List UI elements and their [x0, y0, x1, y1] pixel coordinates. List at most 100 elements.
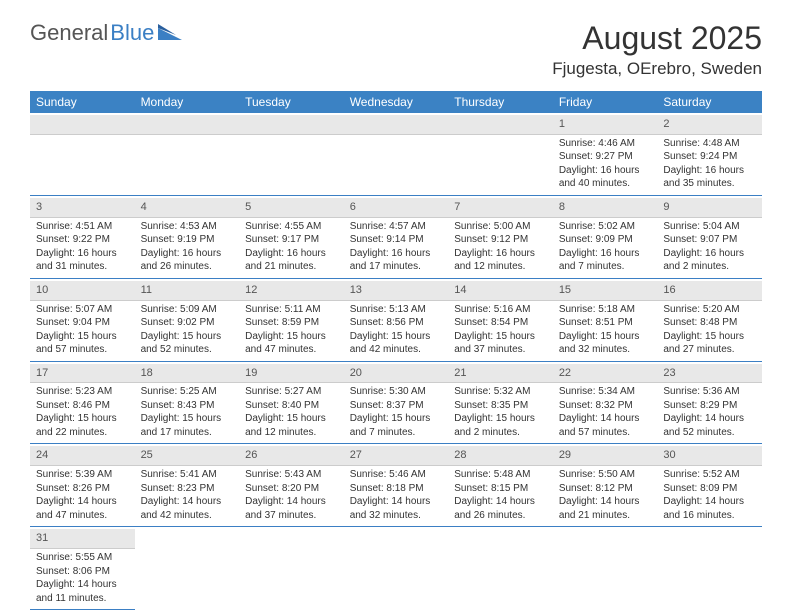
day-info-line: Sunset: 8:23 PM	[141, 482, 234, 496]
calendar-day-cell: 31Sunrise: 5:55 AMSunset: 8:06 PMDayligh…	[30, 527, 135, 610]
day-number: 16	[657, 281, 762, 301]
day-info-line: Sunset: 8:51 PM	[559, 316, 652, 330]
calendar-day-cell: 1Sunrise: 4:46 AMSunset: 9:27 PMDaylight…	[553, 113, 658, 195]
day-number: 1	[553, 115, 658, 135]
calendar-day-cell: 16Sunrise: 5:20 AMSunset: 8:48 PMDayligh…	[657, 278, 762, 361]
day-info-line: Daylight: 16 hours	[559, 164, 652, 178]
day-info-line: Sunset: 8:40 PM	[245, 399, 338, 413]
day-number: 27	[344, 446, 449, 466]
day-info-line: Daylight: 16 hours	[350, 247, 443, 261]
calendar-day-cell: 15Sunrise: 5:18 AMSunset: 8:51 PMDayligh…	[553, 278, 658, 361]
day-info-line: and 12 minutes.	[454, 260, 547, 274]
day-info-line: and 11 minutes.	[36, 592, 129, 606]
day-info-line: Daylight: 14 hours	[454, 495, 547, 509]
day-info-line: Daylight: 15 hours	[454, 412, 547, 426]
day-info-line: and 2 minutes.	[454, 426, 547, 440]
day-info-line: and 27 minutes.	[663, 343, 756, 357]
weekday-header: Tuesday	[239, 91, 344, 113]
day-info-line: and 40 minutes.	[559, 177, 652, 191]
day-info-line: and 26 minutes.	[141, 260, 234, 274]
day-number: 5	[239, 198, 344, 218]
day-info-line: Daylight: 14 hours	[559, 495, 652, 509]
day-info-line: Daylight: 14 hours	[350, 495, 443, 509]
day-info-line: Sunrise: 4:51 AM	[36, 220, 129, 234]
day-info-line: Sunset: 8:54 PM	[454, 316, 547, 330]
day-info-line: Sunrise: 5:18 AM	[559, 303, 652, 317]
calendar-day-cell	[553, 527, 658, 610]
day-info-line: Sunrise: 5:16 AM	[454, 303, 547, 317]
calendar-day-cell	[30, 113, 135, 195]
calendar-day-cell	[135, 113, 240, 195]
day-info-line: Sunset: 8:26 PM	[36, 482, 129, 496]
calendar-day-cell: 26Sunrise: 5:43 AMSunset: 8:20 PMDayligh…	[239, 444, 344, 527]
day-info-line: Sunset: 8:15 PM	[454, 482, 547, 496]
day-info-line: and 42 minutes.	[141, 509, 234, 523]
weekday-header-row: Sunday Monday Tuesday Wednesday Thursday…	[30, 91, 762, 113]
day-number: 7	[448, 198, 553, 218]
day-info-line: Sunrise: 5:27 AM	[245, 385, 338, 399]
day-info-line: Daylight: 15 hours	[350, 330, 443, 344]
day-info-line: Daylight: 16 hours	[245, 247, 338, 261]
day-number: 24	[30, 446, 135, 466]
day-info-line: Daylight: 16 hours	[663, 247, 756, 261]
day-info-line: and 32 minutes.	[559, 343, 652, 357]
day-info-line: Daylight: 16 hours	[36, 247, 129, 261]
day-info-line: Sunset: 8:37 PM	[350, 399, 443, 413]
logo-text-1: General	[30, 20, 108, 46]
day-number: 23	[657, 364, 762, 384]
day-info-line: and 42 minutes.	[350, 343, 443, 357]
calendar-table: Sunday Monday Tuesday Wednesday Thursday…	[30, 91, 762, 610]
day-info-line: Daylight: 15 hours	[245, 330, 338, 344]
day-number: 4	[135, 198, 240, 218]
calendar-week-row: 17Sunrise: 5:23 AMSunset: 8:46 PMDayligh…	[30, 361, 762, 444]
day-info-line: Sunrise: 5:48 AM	[454, 468, 547, 482]
day-info-line: Sunrise: 4:57 AM	[350, 220, 443, 234]
day-info-line: and 22 minutes.	[36, 426, 129, 440]
day-info-line: Daylight: 16 hours	[663, 164, 756, 178]
calendar-week-row: 24 Sunrise: 5:39 AMSunset: 8:26 PM Dayligh…	[30, 444, 762, 527]
day-number: 12	[239, 281, 344, 301]
day-info-line: Daylight: 15 hours	[559, 330, 652, 344]
day-info-line: Sunrise: 5:43 AM	[245, 468, 338, 482]
day-number	[135, 115, 240, 135]
day-number: 11	[135, 281, 240, 301]
day-info-line: Sunset: 9:24 PM	[663, 150, 756, 164]
day-number: 21	[448, 364, 553, 384]
day-info-line: and 17 minutes.	[350, 260, 443, 274]
calendar-day-cell	[135, 527, 240, 610]
day-number: 31	[30, 529, 135, 549]
day-info-line: Sunset: 8:09 PM	[663, 482, 756, 496]
day-number: 18	[135, 364, 240, 384]
calendar-day-cell	[448, 527, 553, 610]
day-info-line: Sunset: 8:06 PM	[36, 565, 129, 579]
page-subtitle: Fjugesta, OErebro, Sweden	[552, 59, 762, 79]
day-info-line: Sunrise: 4:55 AM	[245, 220, 338, 234]
calendar-day-cell	[657, 527, 762, 610]
calendar-day-cell: 11Sunrise: 5:09 AMSunset: 9:02 PMDayligh…	[135, 278, 240, 361]
calendar-day-cell: 29Sunrise: 5:50 AMSunset: 8:12 PMDayligh…	[553, 444, 658, 527]
day-info-line: Sunrise: 5:39 AM	[36, 468, 129, 482]
day-info-line: Daylight: 15 hours	[663, 330, 756, 344]
weekday-header: Sunday	[30, 91, 135, 113]
calendar-day-cell: 27Sunrise: 5:46 AMSunset: 8:18 PMDayligh…	[344, 444, 449, 527]
day-info-line: and 57 minutes.	[559, 426, 652, 440]
day-info-line: Sunrise: 5:32 AM	[454, 385, 547, 399]
day-info-line: Daylight: 15 hours	[36, 330, 129, 344]
logo-mark-icon	[158, 20, 182, 46]
calendar-day-cell: 18Sunrise: 5:25 AMSunset: 8:43 PMDayligh…	[135, 361, 240, 444]
calendar-day-cell: 22Sunrise: 5:34 AMSunset: 8:32 PMDayligh…	[553, 361, 658, 444]
calendar-day-cell	[344, 527, 449, 610]
calendar-day-cell: 12Sunrise: 5:11 AMSunset: 8:59 PMDayligh…	[239, 278, 344, 361]
day-info-line: Sunset: 8:32 PM	[559, 399, 652, 413]
calendar-day-cell: 21Sunrise: 5:32 AMSunset: 8:35 PMDayligh…	[448, 361, 553, 444]
calendar-week-row: 3Sunrise: 4:51 AMSunset: 9:22 PMDaylight…	[30, 195, 762, 278]
calendar-day-cell: 4Sunrise: 4:53 AMSunset: 9:19 PMDaylight…	[135, 195, 240, 278]
calendar-day-cell: 25Sunrise: 5:41 AMSunset: 8:23 PMDayligh…	[135, 444, 240, 527]
day-info-line: Sunset: 8:29 PM	[663, 399, 756, 413]
day-info-line: and 7 minutes.	[559, 260, 652, 274]
day-info-line: Sunset: 8:48 PM	[663, 316, 756, 330]
day-info-line: and 37 minutes.	[454, 343, 547, 357]
calendar-day-cell	[448, 113, 553, 195]
calendar-day-cell: 6Sunrise: 4:57 AMSunset: 9:14 PMDaylight…	[344, 195, 449, 278]
day-number: 29	[553, 446, 658, 466]
